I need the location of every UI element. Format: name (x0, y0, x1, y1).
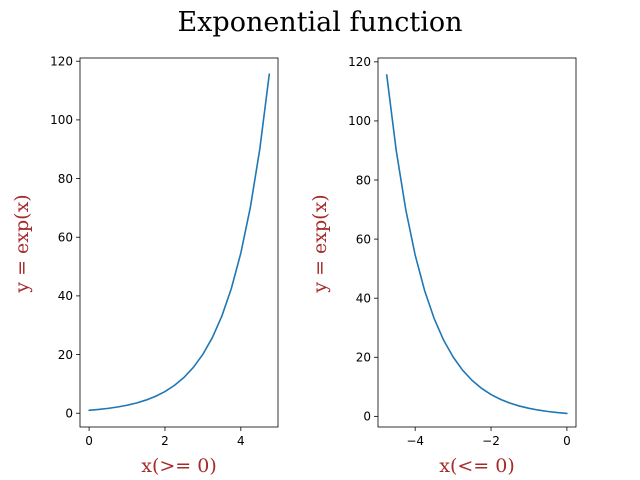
x-tick-label: 2 (161, 434, 169, 448)
y-tick-label: 120 (348, 55, 371, 69)
y-tick-label: 0 (65, 407, 73, 421)
y-axis-label: y = exp(x) (309, 194, 331, 293)
x-tick-label: 0 (563, 434, 571, 448)
y-tick-label: 60 (58, 231, 73, 245)
x-tick-label: 0 (85, 434, 93, 448)
y-tick-label: 0 (363, 410, 371, 424)
y-tick-label: 80 (356, 173, 371, 187)
x-axis-label: x(<= 0) (439, 455, 515, 477)
x-tick-label: 4 (237, 434, 245, 448)
x-axis-label: x(>= 0) (141, 455, 217, 477)
y-tick-label: 20 (356, 351, 371, 365)
y-tick-label: 100 (348, 114, 371, 128)
y-tick-label: 40 (356, 291, 371, 305)
series-line-1 (385, 74, 568, 415)
series-line-1 (88, 73, 271, 412)
y-tick-label: 80 (58, 172, 73, 186)
y-tick-label: 20 (58, 348, 73, 362)
axes-frame (377, 57, 577, 428)
y-axis-label: y = exp(x) (11, 194, 33, 293)
y-tick-label: 120 (50, 55, 73, 69)
x-tick-label: −4 (406, 434, 424, 448)
axes-frame (79, 57, 279, 428)
subplot-2: −4 −2 0 0 20 40 60 80 100 120 x(<= 0) y = exp(x) (309, 55, 577, 477)
y-tick-label: 40 (58, 289, 73, 303)
y-tick-label: 60 (356, 232, 371, 246)
figure-title: Exponential function (177, 7, 462, 38)
y-tick-label: 100 (50, 113, 73, 127)
x-tick-label: −2 (482, 434, 500, 448)
